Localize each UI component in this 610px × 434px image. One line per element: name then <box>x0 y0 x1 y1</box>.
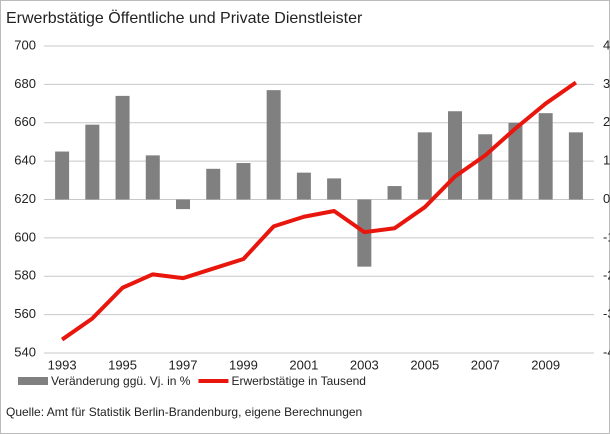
bar <box>115 95 130 200</box>
bar <box>145 155 160 200</box>
x-tick-label: 2009 <box>531 357 560 372</box>
y2-tick-label: 0 <box>603 191 610 206</box>
x-tick-label: 2001 <box>289 357 318 372</box>
y2-tick-label: -2 <box>603 268 610 283</box>
x-tick-label: 1999 <box>229 357 258 372</box>
y-tick-label: 600 <box>14 229 36 244</box>
y-tick-label: 640 <box>14 153 36 168</box>
bar <box>236 163 251 200</box>
y2-tick-label: -4 <box>603 344 610 359</box>
x-tick-label: 2003 <box>350 357 379 372</box>
y2-tick-label: 3 <box>603 76 610 91</box>
legend-label: Erwerbstätige in Tausend <box>231 374 366 388</box>
bar <box>448 111 462 200</box>
bar <box>176 199 190 210</box>
source-note: Quelle: Amt für Statistik Berlin-Branden… <box>6 405 362 419</box>
y-tick-label: 580 <box>14 268 36 283</box>
bar <box>387 186 402 200</box>
legend-swatch <box>18 377 48 385</box>
bar <box>538 113 553 200</box>
bar <box>266 90 281 200</box>
y-tick-label: 680 <box>14 76 36 91</box>
bar <box>417 132 432 200</box>
x-tick-label: 2007 <box>471 357 500 372</box>
y2-tick-label: 1 <box>603 153 610 168</box>
line <box>60 80 578 342</box>
bar <box>206 168 221 200</box>
bar <box>85 124 100 200</box>
x-tick-label: 2005 <box>410 357 439 372</box>
bar <box>508 122 523 200</box>
y2-tick-label: 2 <box>603 114 610 129</box>
y2-tick-label: 4 <box>603 37 610 52</box>
y-tick-label: 560 <box>14 306 36 321</box>
x-tick-label: 1995 <box>108 357 137 372</box>
bar <box>478 134 493 200</box>
y-tick-label: 660 <box>14 114 36 129</box>
bar <box>568 132 583 200</box>
y-tick-label: 700 <box>14 37 36 52</box>
bar <box>55 151 70 200</box>
y-tick-label: 540 <box>14 344 36 359</box>
bar <box>296 172 311 200</box>
chart-title: Erwerbstätige Öffentliche und Private Di… <box>6 9 363 27</box>
x-tick-label: 1997 <box>169 357 198 372</box>
x-tick-label: 1993 <box>48 357 77 372</box>
bar <box>327 178 342 200</box>
y2-tick-label: -1 <box>603 229 610 244</box>
legend-label: Veränderung ggü. Vj. in % <box>51 374 191 388</box>
y-tick-label: 620 <box>14 191 36 206</box>
y2-tick-label: -3 <box>603 306 610 321</box>
